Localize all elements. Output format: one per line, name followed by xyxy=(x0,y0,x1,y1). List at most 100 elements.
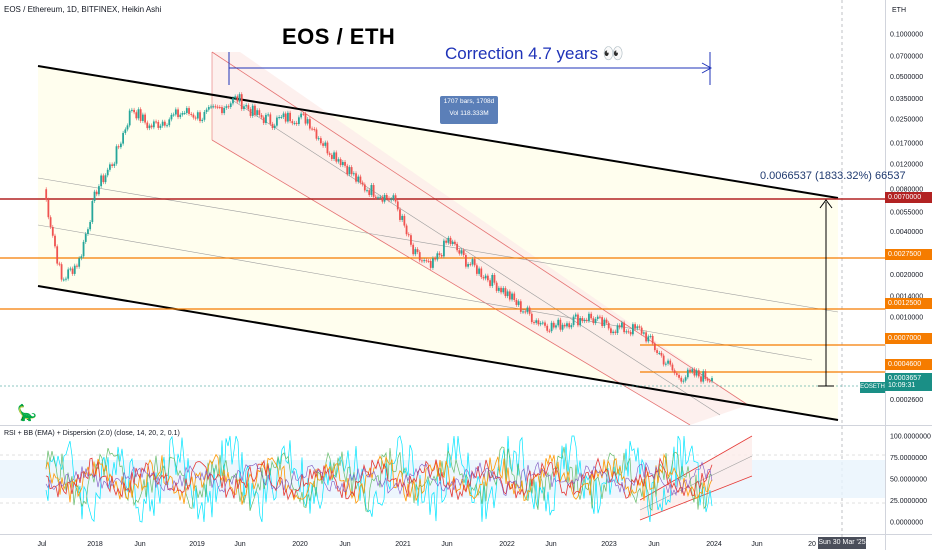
candle xyxy=(686,369,689,378)
candle xyxy=(568,323,571,328)
candle xyxy=(381,196,384,202)
candle xyxy=(410,235,412,245)
candle xyxy=(163,121,166,126)
rsi-header[interactable]: RSI + BB (EMA) + Dispersion (2.0) (close… xyxy=(4,430,180,437)
candle xyxy=(605,319,608,323)
candle xyxy=(447,237,450,243)
candle xyxy=(109,164,111,170)
candle xyxy=(456,243,459,251)
candle xyxy=(574,314,577,317)
price-tick-label: 0.0040000 xyxy=(890,229,923,236)
price-tick-label: 0.1000000 xyxy=(890,31,923,38)
candle xyxy=(297,117,300,125)
candle xyxy=(579,318,582,326)
candle xyxy=(423,260,426,262)
candle xyxy=(631,324,634,335)
candle xyxy=(148,125,151,129)
candle xyxy=(159,125,162,128)
candle xyxy=(368,190,371,195)
price-tick-label: 0.0020000 xyxy=(890,272,923,279)
candle xyxy=(357,176,360,182)
candle xyxy=(418,252,421,261)
candle xyxy=(126,125,129,130)
candle xyxy=(249,109,252,116)
candle xyxy=(390,199,393,201)
candle xyxy=(649,335,652,337)
candle xyxy=(623,322,626,333)
candle xyxy=(636,326,639,329)
time-tick-label: 2018 xyxy=(87,541,103,548)
candle xyxy=(590,313,593,319)
candle xyxy=(49,217,52,227)
candle xyxy=(522,311,524,313)
candle xyxy=(89,222,92,230)
candle xyxy=(434,258,437,260)
symbol-header[interactable]: EOS / Ethereum, 1D, BITFINEX, Heikin Ash… xyxy=(4,5,162,14)
candle xyxy=(56,246,59,264)
candle xyxy=(399,209,401,220)
candle xyxy=(73,265,76,274)
candle xyxy=(47,199,50,218)
candle xyxy=(65,278,67,280)
candle xyxy=(54,235,56,247)
candle xyxy=(236,96,239,102)
candle xyxy=(662,355,665,365)
candle xyxy=(524,311,527,313)
candle xyxy=(302,113,305,115)
candle xyxy=(60,264,63,280)
rsi-tick-label: 50.0000000 xyxy=(890,477,927,484)
candle xyxy=(328,153,331,155)
candle xyxy=(100,175,103,187)
candle xyxy=(203,111,206,120)
candle xyxy=(581,318,584,322)
rsi-axis[interactable]: 100.0000000 75.0000000 50.0000000 25.000000… xyxy=(890,434,931,527)
candle xyxy=(352,173,355,175)
price-tick-label: 0.0055000 xyxy=(890,210,923,217)
candle xyxy=(262,117,265,124)
chart-annotation-title: EOS / ETH xyxy=(282,24,396,49)
candle xyxy=(616,325,619,333)
candle xyxy=(326,142,329,154)
candle xyxy=(667,360,669,364)
candle xyxy=(117,146,120,148)
candle xyxy=(491,274,494,286)
candle xyxy=(484,275,487,279)
candle xyxy=(669,360,672,365)
candle xyxy=(513,293,516,300)
time-tick-label: 2023 xyxy=(601,541,617,548)
candle xyxy=(647,336,650,342)
time-tick-label: 2019 xyxy=(189,541,205,548)
candle xyxy=(157,121,160,128)
candle xyxy=(691,369,694,372)
candle xyxy=(243,106,245,110)
candle xyxy=(339,159,342,166)
candle xyxy=(460,250,463,254)
candle xyxy=(372,185,375,197)
candle xyxy=(610,328,612,334)
candle xyxy=(559,319,562,330)
candle xyxy=(594,318,597,324)
candle xyxy=(493,274,496,283)
price-axis[interactable]: 0.1000000 0.0700000 0.0500000 0.0350000 0.02… xyxy=(890,31,923,404)
candle xyxy=(607,322,610,329)
candle xyxy=(660,352,663,356)
time-tick-label: Jun xyxy=(648,541,659,548)
candle xyxy=(71,268,74,274)
candle xyxy=(346,165,349,175)
candle xyxy=(462,250,465,256)
candle xyxy=(539,323,542,325)
candle xyxy=(293,122,296,124)
candle xyxy=(471,259,474,265)
candle xyxy=(188,108,190,114)
time-tick-label: 2021 xyxy=(395,541,411,548)
candle xyxy=(245,105,248,107)
candle xyxy=(414,249,417,255)
time-axis[interactable]: Jul 2018 Jun 2019 Jun 2020 Jun 2021 Jun 2022 Jun 20… xyxy=(38,541,816,548)
candle xyxy=(374,196,377,198)
candle xyxy=(240,94,243,110)
currency-label: ETH xyxy=(892,7,906,14)
candle xyxy=(284,113,287,122)
pink-channel-mid xyxy=(225,95,721,416)
candle xyxy=(82,241,85,257)
